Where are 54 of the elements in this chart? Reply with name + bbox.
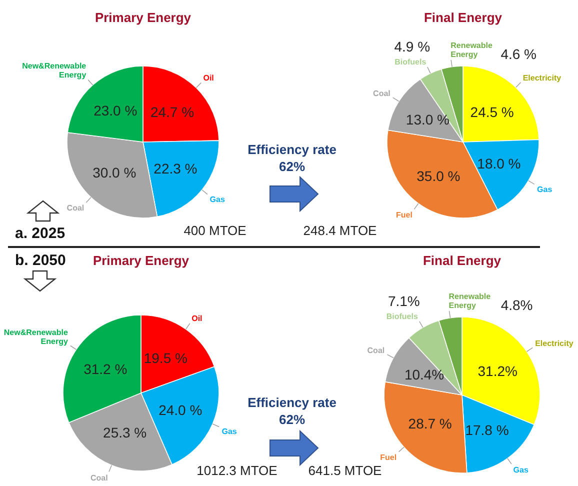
slice-label: Gas (210, 195, 226, 204)
data-label: 24.0 % (158, 402, 202, 418)
text: Efficiency rate (248, 395, 336, 410)
data-label: 22.3 % (154, 160, 198, 176)
data-label: 4.8% (500, 297, 533, 313)
text: 400 MTOE (184, 223, 247, 238)
chart-title: Final Energy (424, 10, 503, 25)
slice-label: Oil (203, 74, 214, 83)
data-label: 18.0 % (477, 155, 521, 172)
slice-label: Electricity (535, 338, 574, 348)
data-label: 30.0 % (92, 164, 136, 180)
data-label: 24.5 % (470, 104, 514, 120)
slice-label: Renewable Energy (448, 292, 492, 310)
data-label: 24.7 % (150, 104, 194, 120)
text: 248.4 MTOE (303, 223, 378, 238)
data-label: 31.2% (478, 363, 518, 380)
text: 62% (278, 159, 306, 174)
data-label: 23.0 % (94, 102, 138, 119)
data-label: 28.7 % (408, 416, 452, 432)
chart-title: Final Energy (422, 253, 502, 268)
slice-label: New&Renewable Energy (4, 328, 68, 346)
slice-label: Coal (90, 474, 108, 483)
slice-label: Coal (66, 204, 84, 213)
text: a. 2025 (15, 225, 66, 242)
data-label: 10.4% (404, 366, 444, 383)
slice-label: Fuel (380, 452, 397, 462)
slice-label: Oil (192, 314, 202, 324)
slice-label: Gas (537, 184, 553, 194)
text: Efficiency rate (248, 142, 336, 157)
slice-label: Electricity (522, 73, 562, 82)
data-label: 25.3 % (103, 424, 147, 441)
chart-title: Primary Energy (92, 253, 190, 268)
data-label: 35.0 % (416, 168, 460, 184)
slice-label: Gas (222, 426, 238, 436)
chart-title: Primary Energy (94, 10, 192, 25)
slice-label: Biofuels (386, 312, 418, 321)
text: 62% (278, 412, 306, 427)
slice-label: Biofuels (394, 57, 427, 66)
data-label: 4.6 % (500, 46, 537, 62)
data-label: 7.1% (388, 292, 420, 309)
text: 641.5 MTOE (308, 463, 382, 478)
data-label: 13.0 % (406, 112, 450, 128)
text: 1012.3 MTOE (196, 463, 278, 478)
slice-label: Gas (513, 466, 529, 475)
data-label: 19.5 % (144, 350, 188, 366)
slice-label: Renewable Energy (450, 40, 493, 59)
slice-label: Coal (367, 346, 385, 356)
data-label: 31.2 % (84, 361, 128, 378)
slice-label: New&Renewable Energy (22, 61, 87, 80)
data-label: 4.9 % (394, 38, 430, 54)
text: b. 2050 (15, 252, 66, 269)
slice-label: Fuel (396, 210, 412, 220)
data-label: 17.8 % (465, 422, 509, 438)
slice-label: Coal (373, 88, 390, 98)
